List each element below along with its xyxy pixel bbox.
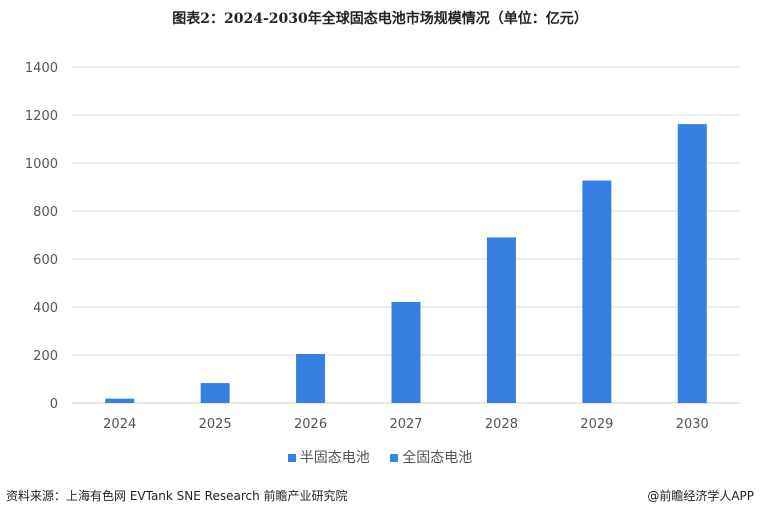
legend-item-all-solid: 全固态电池 <box>390 447 472 467</box>
x-tick-label: 2030 <box>676 417 709 432</box>
bar-2025 <box>200 383 230 403</box>
y-tick-label: 1400 <box>25 61 58 76</box>
y-tick-label: 0 <box>50 397 58 412</box>
legend-swatch <box>390 454 399 462</box>
source-note: 资料来源：上海有色网 EVTank SNE Research 前瞻产业研究院 <box>6 489 348 503</box>
bar-2024 <box>105 398 135 403</box>
bar-2028 <box>486 237 516 403</box>
legend: 半固态电池 全固态电池 <box>0 447 760 467</box>
legend-label: 全固态电池 <box>402 450 473 466</box>
bar-2029 <box>582 180 612 403</box>
y-tick-label: 800 <box>33 205 58 220</box>
x-tick-label: 2025 <box>199 417 232 432</box>
y-tick-label: 400 <box>33 301 58 316</box>
x-tick-label: 2024 <box>103 417 136 432</box>
legend-label: 半固态电池 <box>299 450 370 466</box>
x-tick-label: 2028 <box>485 417 518 432</box>
y-tick-label: 1200 <box>25 109 58 124</box>
legend-swatch <box>287 454 296 462</box>
y-tick-label: 600 <box>33 253 58 268</box>
x-tick-label: 2026 <box>294 417 327 432</box>
brand-credit: @前瞻经济学人APP <box>647 489 754 503</box>
x-tick-label: 2027 <box>389 417 422 432</box>
y-tick-label: 200 <box>33 349 58 364</box>
chart-title: 图表2：2024-2030年全球固态电池市场规模情况（单位：亿元） <box>172 11 588 27</box>
bar-2030 <box>677 124 707 404</box>
bar-2027 <box>391 301 421 403</box>
legend-item-semi-solid: 半固态电池 <box>287 447 370 467</box>
y-tick-label: 1000 <box>25 157 58 172</box>
bar-2026 <box>296 354 326 403</box>
x-tick-label: 2029 <box>580 417 613 432</box>
